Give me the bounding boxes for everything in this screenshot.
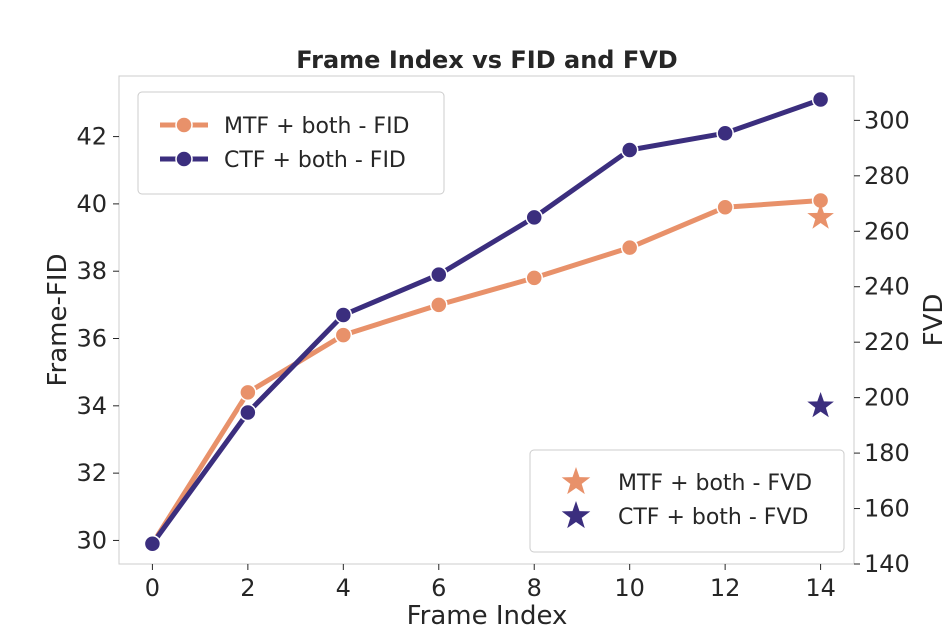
y-tick-label: 38 xyxy=(76,257,107,285)
series-1-point xyxy=(716,124,734,142)
series-line-1 xyxy=(149,97,824,547)
y2-tick-label: 260 xyxy=(864,217,910,245)
legend-ctf-fvd-label: CTF + both - FVD xyxy=(618,505,808,530)
y2-tick-label: 300 xyxy=(864,106,910,134)
series-group xyxy=(143,90,834,553)
series-0-point xyxy=(334,326,353,344)
legend-mtf-fid-label: MTF + both - FID xyxy=(224,114,410,139)
x-tick-label: 12 xyxy=(710,574,741,602)
legend-fvd: MTF + both - FVD CTF + both - FVD xyxy=(529,449,845,553)
y-axis-left: 30 32 34 36 38 40 42 xyxy=(76,123,119,554)
y2-tick-label: 180 xyxy=(864,439,910,467)
series-3-star xyxy=(807,392,834,418)
series-1-point xyxy=(620,141,639,159)
x-axis: 0 2 4 6 8 10 12 14 xyxy=(145,564,836,602)
series-1-point xyxy=(811,90,830,109)
series-1-point xyxy=(239,403,257,422)
chart-title: Frame Index vs FID and FVD xyxy=(296,46,677,74)
y-tick-label: 36 xyxy=(76,325,107,353)
x-axis-label: Frame Index xyxy=(407,601,568,631)
x-tick-label: 6 xyxy=(431,574,446,602)
series-0-point xyxy=(430,296,448,314)
y2-tick-label: 240 xyxy=(864,273,910,301)
series-line-0 xyxy=(149,198,824,547)
y-axis-label: Frame-FID xyxy=(43,253,73,386)
y-tick-label: 42 xyxy=(76,123,107,151)
legend-fid: MTF + both - FID CTF + both - FID xyxy=(137,91,445,195)
y2-tick-label: 160 xyxy=(864,495,910,523)
series-1-point xyxy=(430,265,448,284)
legend-ctf-fid-marker xyxy=(175,150,193,168)
y-axis-right: 140 160 180 200 220 240 260 280 300 xyxy=(854,106,910,578)
x-tick-label: 10 xyxy=(614,574,645,602)
series-2-star xyxy=(807,203,834,229)
legend-ctf-fid-label: CTF + both - FID xyxy=(224,148,406,173)
legend-mtf-fid-marker xyxy=(175,116,193,134)
y2-tick-label: 140 xyxy=(864,550,910,578)
y-tick-label: 32 xyxy=(76,459,107,487)
legend-ctf-fvd-star xyxy=(561,501,591,529)
series-0-point xyxy=(620,238,639,257)
series-1-point xyxy=(525,208,543,227)
x-tick-label: 2 xyxy=(240,574,255,602)
series-1-point xyxy=(334,306,353,324)
y2-tick-label: 280 xyxy=(864,162,910,190)
series-1-point xyxy=(143,535,162,553)
legend-fvd-box xyxy=(529,449,845,553)
x-tick-label: 0 xyxy=(145,574,160,602)
series-0-point xyxy=(239,383,257,402)
legend-mtf-fvd-label: MTF + both - FVD xyxy=(618,471,812,496)
legend-fid-box xyxy=(137,91,445,195)
y2-tick-label: 200 xyxy=(864,384,910,412)
y-tick-label: 34 xyxy=(76,392,107,420)
series-0-point xyxy=(525,269,543,287)
y2-tick-label: 220 xyxy=(864,328,910,356)
x-tick-label: 14 xyxy=(805,574,836,602)
x-tick-label: 8 xyxy=(527,574,542,602)
y2-axis-label: FVD xyxy=(919,294,949,347)
y-tick-label: 30 xyxy=(76,526,107,554)
x-tick-label: 4 xyxy=(336,574,351,602)
y-tick-label: 40 xyxy=(76,190,107,218)
legend-mtf-fvd-star xyxy=(561,467,591,495)
series-0-point xyxy=(716,198,734,217)
